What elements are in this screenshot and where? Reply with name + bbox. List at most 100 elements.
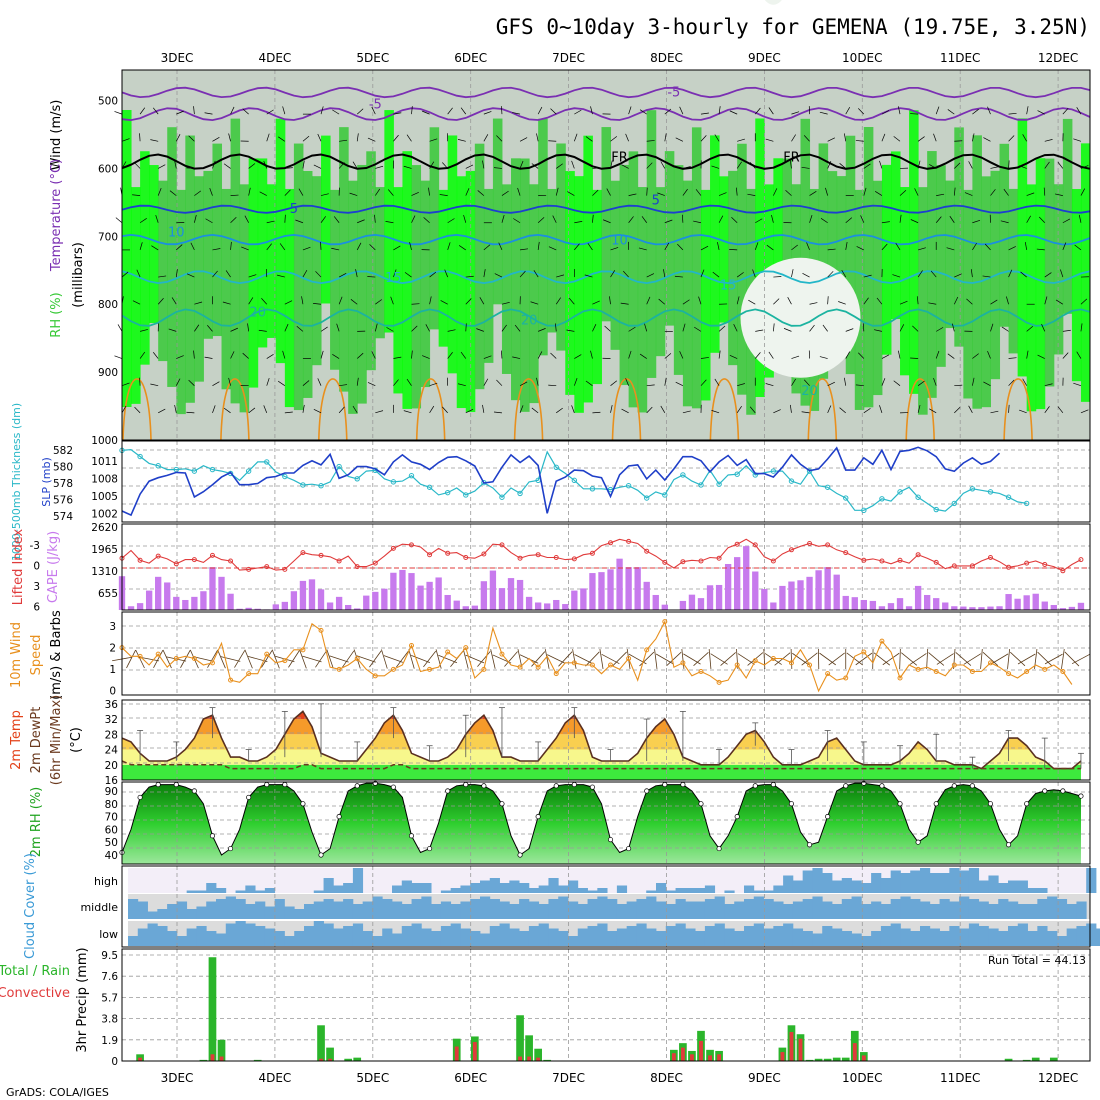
wind-barb — [357, 219, 365, 224]
wind-barb — [209, 187, 213, 196]
wind-barb — [1080, 188, 1086, 196]
cloud-bar — [206, 883, 217, 893]
cloud-bar — [421, 928, 432, 946]
wind-barb — [339, 139, 348, 142]
wind-barb — [429, 296, 432, 305]
cape-bar — [634, 567, 641, 610]
cloud-bar — [167, 931, 178, 946]
cloud-bar — [1027, 931, 1038, 946]
lifted-index-point — [734, 541, 740, 547]
rain-bar — [805, 1059, 814, 1061]
rh-tick: 40 — [105, 850, 118, 862]
wind-barb — [248, 163, 256, 169]
rh-shade-column — [818, 143, 829, 379]
wind-barb — [881, 221, 890, 224]
wind-barb — [139, 242, 143, 251]
wind-barb — [972, 242, 977, 251]
cloud-bar — [871, 901, 882, 919]
wind-barb — [284, 411, 293, 414]
cloud-bar — [1096, 928, 1100, 946]
convective-bar — [319, 1058, 323, 1061]
rh-shade-column — [221, 188, 232, 390]
cloud-bar — [773, 926, 784, 946]
bottom-date-5DEC: 5DEC — [356, 1071, 389, 1085]
rh-shade-column — [854, 189, 865, 410]
wind-barb — [895, 242, 901, 251]
rh-shade-column — [836, 176, 847, 343]
cloud-bar — [832, 904, 843, 919]
wind-barb — [822, 324, 828, 332]
wind-barb — [972, 377, 975, 386]
cloud-bar — [636, 899, 647, 919]
cloud-bar — [489, 926, 500, 946]
wind-barb — [556, 407, 563, 414]
cloud-bar — [137, 928, 148, 946]
wind-barb — [483, 355, 492, 359]
wind-barb — [773, 188, 778, 196]
wind-barb — [230, 327, 239, 332]
wind-barb-10m — [558, 651, 573, 667]
cape-tick: 655 — [98, 588, 118, 600]
cloud-bar — [724, 928, 735, 946]
cloud-bar — [920, 926, 931, 946]
wind-barb — [457, 383, 466, 387]
wind-barb — [212, 270, 218, 278]
wind-barb-10m — [585, 651, 600, 667]
wind-barb — [791, 244, 798, 251]
rh-shade-column — [176, 189, 186, 415]
wind-barb — [493, 411, 502, 414]
wind-barb — [592, 167, 601, 169]
rh-shade-column — [511, 158, 521, 401]
wind-barb — [917, 404, 921, 413]
wind-barb — [737, 383, 745, 387]
wind-barb-10m — [708, 649, 712, 669]
rh-point — [807, 842, 813, 848]
top-date-5DEC: 5DEC — [356, 51, 389, 65]
bottom-date-4DEC: 4DEC — [258, 1071, 291, 1085]
wind-speed-point — [680, 660, 686, 666]
cape-bar — [1005, 594, 1012, 610]
wind-barb — [315, 271, 322, 278]
cloud-bar — [851, 896, 862, 919]
wind-barb — [646, 162, 653, 169]
dewpt-line — [121, 760, 1081, 770]
cloud-bar — [978, 901, 989, 919]
cape-bar — [815, 570, 822, 610]
wind-barb — [729, 249, 738, 251]
cloud-bar — [284, 936, 295, 946]
cloud-bar — [753, 890, 764, 893]
wind-barb — [987, 106, 991, 115]
wind-barb — [899, 324, 905, 332]
wind-speed-point — [626, 656, 632, 661]
wind-barb — [664, 219, 673, 224]
wind-barb — [766, 244, 774, 251]
wind-barb — [422, 355, 430, 359]
wind-barb — [1062, 352, 1069, 359]
wind-barb — [700, 135, 707, 142]
wind-barb — [258, 329, 267, 332]
wind-barb — [393, 134, 399, 142]
wind-speed-point — [318, 627, 324, 633]
rh-shade-column — [574, 176, 584, 413]
wind-speed-point — [897, 675, 903, 681]
wind-barb — [718, 106, 721, 115]
cape-bar — [317, 589, 325, 610]
wind-barb — [501, 214, 505, 223]
rain-bar — [326, 1047, 334, 1061]
wind-barb — [1080, 409, 1089, 414]
cloud-bar — [597, 888, 608, 893]
rh-shade-column — [673, 165, 684, 375]
wind-barb — [935, 216, 942, 223]
rh-shade-column — [881, 164, 892, 355]
wind-speed-line — [121, 620, 1073, 693]
wind-barb — [520, 248, 529, 251]
wind-barb — [910, 357, 919, 359]
wind-barb — [139, 217, 147, 224]
cloud-bar — [890, 870, 901, 893]
warm-contour — [318, 378, 348, 441]
wind-barb — [714, 378, 720, 386]
top-date-6DEC: 6DEC — [454, 51, 487, 65]
wind-barb — [139, 351, 146, 359]
rh-point — [825, 814, 831, 820]
bottom-date-7DEC: 7DEC — [552, 1071, 585, 1085]
